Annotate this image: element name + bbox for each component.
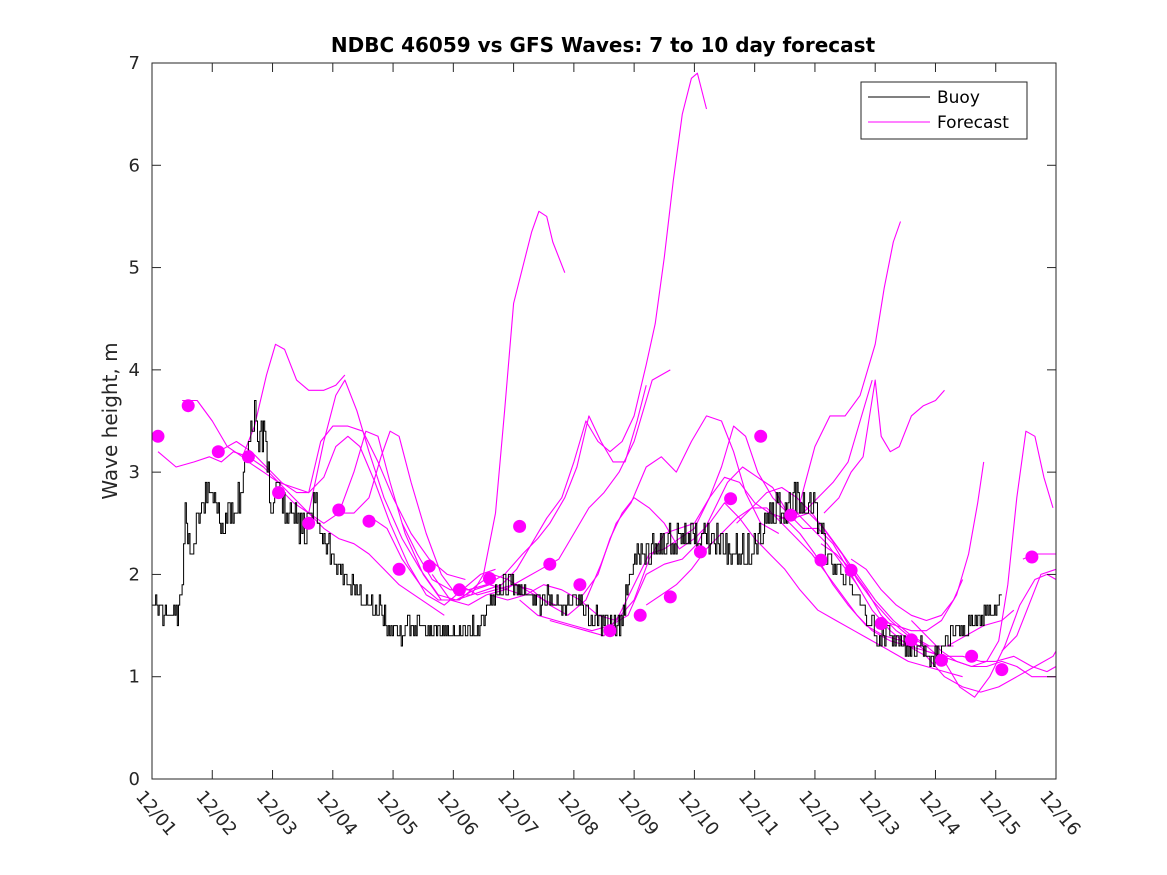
forecast-line xyxy=(850,558,964,622)
forecast-point xyxy=(362,514,376,528)
y-tick-label: 5 xyxy=(129,258,140,279)
y-tick-label: 2 xyxy=(129,564,140,585)
forecast-point xyxy=(211,445,225,459)
forecast-point xyxy=(693,545,707,559)
plot-frame xyxy=(151,62,1057,780)
forecast-point xyxy=(844,563,858,577)
forecast-point xyxy=(392,562,406,576)
forecast-line xyxy=(881,461,985,632)
forecast-point xyxy=(543,557,557,571)
forecast-point xyxy=(935,653,948,667)
forecast-point xyxy=(633,608,647,622)
forecast-point xyxy=(754,429,768,443)
forecast-point xyxy=(995,663,1009,677)
legend-forecast-label: Forecast xyxy=(937,113,1009,133)
forecast-point xyxy=(452,583,466,597)
forecast-point xyxy=(784,508,798,522)
forecast-line xyxy=(182,343,346,458)
buoy-series xyxy=(152,400,1002,667)
forecast-line xyxy=(218,425,466,581)
forecast-line xyxy=(278,379,523,601)
forecast-point xyxy=(573,578,587,592)
forecast-point xyxy=(965,649,979,663)
forecast-point xyxy=(483,572,496,585)
y-tick-label: 4 xyxy=(129,360,140,381)
chart-title: NDBC 46059 vs GFS Waves: 7 to 10 day for… xyxy=(331,33,876,57)
forecast-point xyxy=(663,590,677,604)
forecast-point xyxy=(332,503,346,517)
forecast-point xyxy=(603,624,617,638)
forecast-point xyxy=(241,450,255,464)
y-tick-label: 6 xyxy=(129,155,140,176)
forecast-point xyxy=(513,519,527,533)
forecast-point xyxy=(302,516,316,530)
forecast-line xyxy=(401,385,647,591)
forecast-points xyxy=(151,399,1039,677)
plot-background xyxy=(152,63,1056,779)
buoy-line xyxy=(152,400,1002,667)
forecast-line xyxy=(799,221,902,503)
forecast-point xyxy=(181,399,195,413)
forecast-point xyxy=(1025,550,1039,564)
forecast-point xyxy=(272,486,286,500)
forecast-line xyxy=(1001,568,1057,652)
forecast-line xyxy=(157,451,445,616)
y-tick-label: 3 xyxy=(129,462,140,483)
forecast-line xyxy=(778,512,1015,647)
legend-buoy-label: Buoy xyxy=(937,88,980,108)
legend: Buoy Forecast xyxy=(860,81,1028,140)
forecast-line xyxy=(371,72,708,601)
forecast-line xyxy=(549,476,954,647)
y-tick-label: 0 xyxy=(129,769,140,790)
forecast-point xyxy=(904,633,918,647)
forecast-point xyxy=(874,617,888,630)
forecast-point xyxy=(724,492,738,506)
y-axis: 0 1 2 3 4 5 6 7 xyxy=(129,53,1056,790)
legend-box xyxy=(860,81,1028,140)
y-tick-label: 7 xyxy=(129,53,140,74)
forecast-line xyxy=(431,369,671,606)
forecast-point xyxy=(422,559,436,573)
y-tick-label: 1 xyxy=(129,667,140,688)
y-axis-label: Wave height, m xyxy=(98,342,122,499)
forecast-line xyxy=(823,379,945,514)
forecast-point xyxy=(151,429,165,443)
forecast-point xyxy=(814,553,828,567)
